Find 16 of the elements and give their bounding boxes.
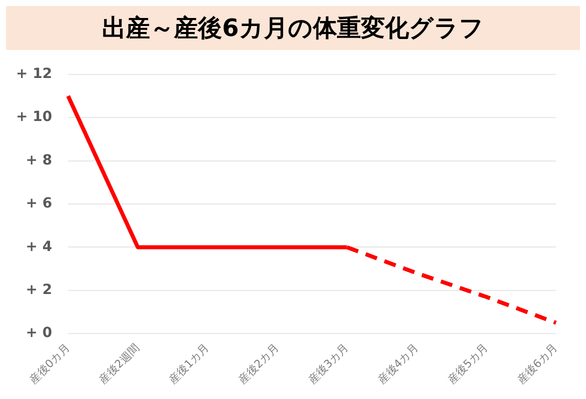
y-tick-label: + 2 [26,282,52,298]
x-tick-label: 産後5カ月 [445,341,490,386]
y-tick-label: + 0 [26,325,52,342]
chart-title: 出産～産後6カ月の体重変化グラフ [102,13,484,44]
x-tick-label: 産後6カ月 [514,341,560,386]
x-tick-label: 産後3カ月 [306,341,352,386]
y-tick-label: + 8 [26,152,52,168]
x-tick-label: 産後2カ月 [236,341,282,386]
x-tick-label: 産後4カ月 [375,341,421,386]
y-tick-label: + 12 [16,66,52,82]
x-tick-label: 産後1カ月 [166,341,212,386]
y-tick-label: + 4 [26,238,52,255]
y-tick-label: + 6 [26,196,52,212]
x-tick-label: 産後0カ月 [26,341,72,386]
y-tick-label: + 10 [16,109,52,126]
x-tick-label: 産後2週間 [96,341,142,386]
